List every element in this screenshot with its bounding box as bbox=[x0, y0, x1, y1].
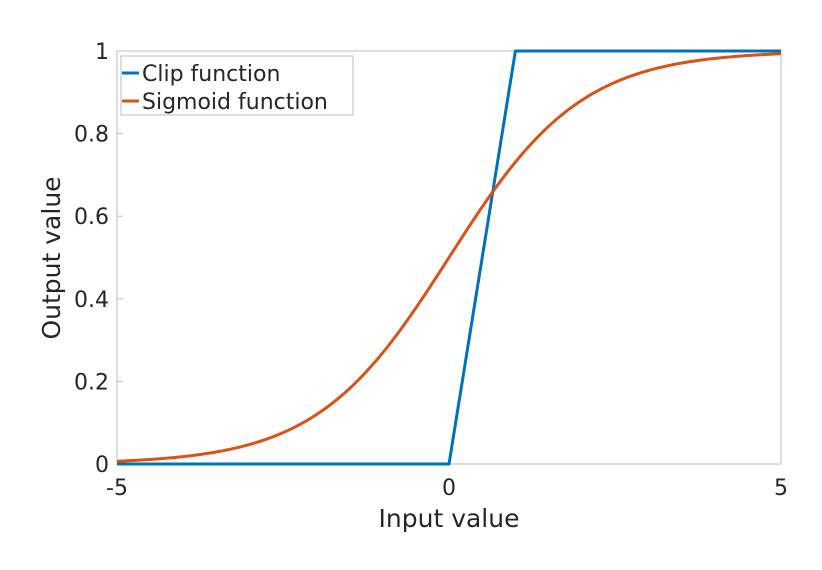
legend: Clip function Sigmoid function bbox=[120, 55, 354, 116]
clip-function-line bbox=[117, 49, 781, 466]
y-axis-label: Output value bbox=[37, 176, 66, 339]
legend-label-sigmoid: Sigmoid function bbox=[142, 90, 328, 115]
y-tick-label: 0.2 bbox=[74, 370, 109, 395]
legend-label-clip: Clip function bbox=[142, 62, 280, 87]
x-tick-label: -5 bbox=[106, 476, 128, 501]
x-tick-label: 0 bbox=[442, 476, 456, 501]
legend-box bbox=[120, 55, 354, 116]
y-tick-label: 0.4 bbox=[74, 288, 109, 313]
y-tick-label: 0 bbox=[95, 453, 109, 478]
y-tick-label: 0.8 bbox=[74, 123, 109, 148]
y-tick-label: 0.6 bbox=[74, 205, 109, 230]
y-tick-label: 1 bbox=[95, 40, 109, 65]
x-tick-label: 5 bbox=[774, 476, 788, 501]
sigmoid-function-line bbox=[116, 52, 782, 463]
x-axis-label: Input value bbox=[379, 504, 520, 533]
